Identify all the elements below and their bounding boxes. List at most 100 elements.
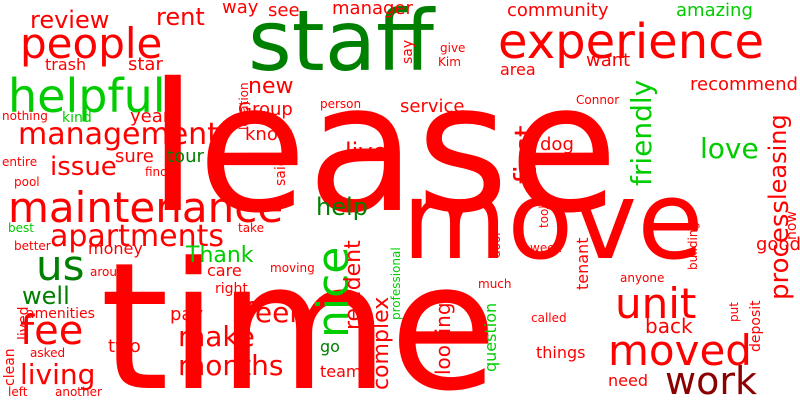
word-love: love: [700, 132, 759, 165]
word-better: better: [14, 239, 51, 253]
word-helpful: helpful: [8, 69, 166, 123]
word-lived: lived: [16, 306, 32, 340]
word-nice: nice: [308, 247, 359, 338]
word-connor: Connor: [576, 93, 619, 107]
word-thank: Thank: [185, 243, 254, 268]
word-process: process: [765, 200, 795, 300]
word-months: months: [178, 349, 283, 382]
word-person: person: [320, 97, 361, 111]
word-location: location: [237, 82, 251, 130]
word-community: community: [507, 0, 609, 21]
word-service: service: [400, 96, 464, 117]
word-friendly: friendly: [625, 80, 658, 186]
word-complex: complex: [369, 297, 394, 390]
word-lease: lease: [148, 45, 618, 252]
word-anyone: anyone: [620, 271, 664, 285]
word-unit: unit: [615, 279, 696, 328]
word-experience: experience: [498, 14, 764, 70]
word-now: now: [784, 211, 800, 240]
word-review: review: [30, 6, 109, 34]
word-two: two: [108, 336, 141, 357]
word-time: time: [100, 225, 498, 400]
word-nothing: nothing: [2, 109, 48, 123]
word-said: said: [273, 157, 289, 186]
word-moving: moving: [270, 261, 315, 275]
word-pool: pool: [14, 175, 40, 189]
word-money: money: [88, 239, 143, 258]
word-maintenance: maintenance: [8, 183, 283, 232]
word-question: question: [481, 303, 500, 372]
word-people: people: [20, 19, 162, 68]
word-building: building: [686, 222, 700, 270]
word-live: live: [345, 138, 387, 166]
word-moved: moved: [608, 326, 752, 375]
word-need: need: [608, 371, 648, 390]
word-professional: professional: [389, 247, 403, 320]
word-us: us: [36, 241, 85, 290]
word-left: left: [8, 385, 28, 399]
word-kim: Kim: [438, 55, 461, 69]
word-right: right: [215, 281, 248, 297]
word-staff: staff: [248, 0, 436, 90]
word-years: years: [130, 106, 180, 127]
word-want: want: [586, 50, 630, 71]
word-tenant: tenant: [573, 238, 592, 290]
word-way: way: [222, 0, 259, 18]
word-team: team: [320, 362, 362, 381]
word-find: find: [145, 165, 168, 179]
word-give: give: [440, 41, 465, 55]
word-recommend: recommend: [690, 74, 798, 95]
word-week: week: [530, 241, 562, 255]
word-group: Group: [238, 99, 293, 120]
word-say: say: [400, 40, 416, 64]
word-back: back: [645, 314, 693, 338]
word-know: know: [245, 124, 293, 145]
word-leasing: leasing: [764, 114, 792, 200]
word-new: new: [248, 74, 293, 99]
word-first: first: [509, 125, 544, 184]
word-management: management: [18, 117, 219, 152]
word-amazing: amazing: [676, 0, 753, 21]
word-issue: issue: [50, 152, 117, 182]
word-feel: feel: [245, 296, 297, 329]
word-star: star: [128, 54, 163, 75]
word-amenities: amenities: [26, 306, 95, 322]
word-trash: trash: [45, 55, 86, 74]
word-care: care: [207, 261, 242, 280]
word-clean: clean: [2, 348, 18, 386]
word-well: well: [22, 282, 70, 310]
word-tour: tour: [167, 146, 204, 167]
word-fee: fee: [20, 308, 83, 354]
word-looking: looking: [431, 302, 455, 375]
word-help: help: [316, 193, 368, 221]
word-area: area: [500, 60, 536, 79]
word-sure: sure: [115, 146, 154, 167]
word-asked: asked: [30, 346, 65, 360]
word-called: called: [531, 311, 567, 325]
word-took: took: [537, 202, 551, 228]
word-go: go: [320, 337, 340, 356]
word-best: best: [8, 221, 34, 235]
word-living: living: [20, 358, 95, 391]
word-things: things: [536, 343, 586, 362]
word-entire: entire: [2, 155, 37, 169]
word-rent: rent: [156, 3, 205, 31]
word-much: much: [478, 277, 512, 291]
word-put: put: [727, 302, 741, 322]
word-make: make: [178, 320, 255, 353]
word-dog: dog: [540, 134, 574, 155]
word-pay: pay: [170, 304, 203, 325]
word-manager: manager: [332, 0, 414, 19]
word-take: take: [238, 221, 264, 235]
word-another: another: [55, 385, 102, 399]
word-apartments: apartments: [50, 219, 224, 254]
word-good: good: [756, 234, 800, 255]
word-kind: kind: [62, 110, 92, 126]
word-around: around: [90, 265, 132, 279]
word-deposit: deposit: [748, 300, 764, 352]
word-move: move: [402, 159, 704, 284]
word-resident: resident: [341, 240, 366, 330]
word-door: door: [489, 231, 503, 258]
